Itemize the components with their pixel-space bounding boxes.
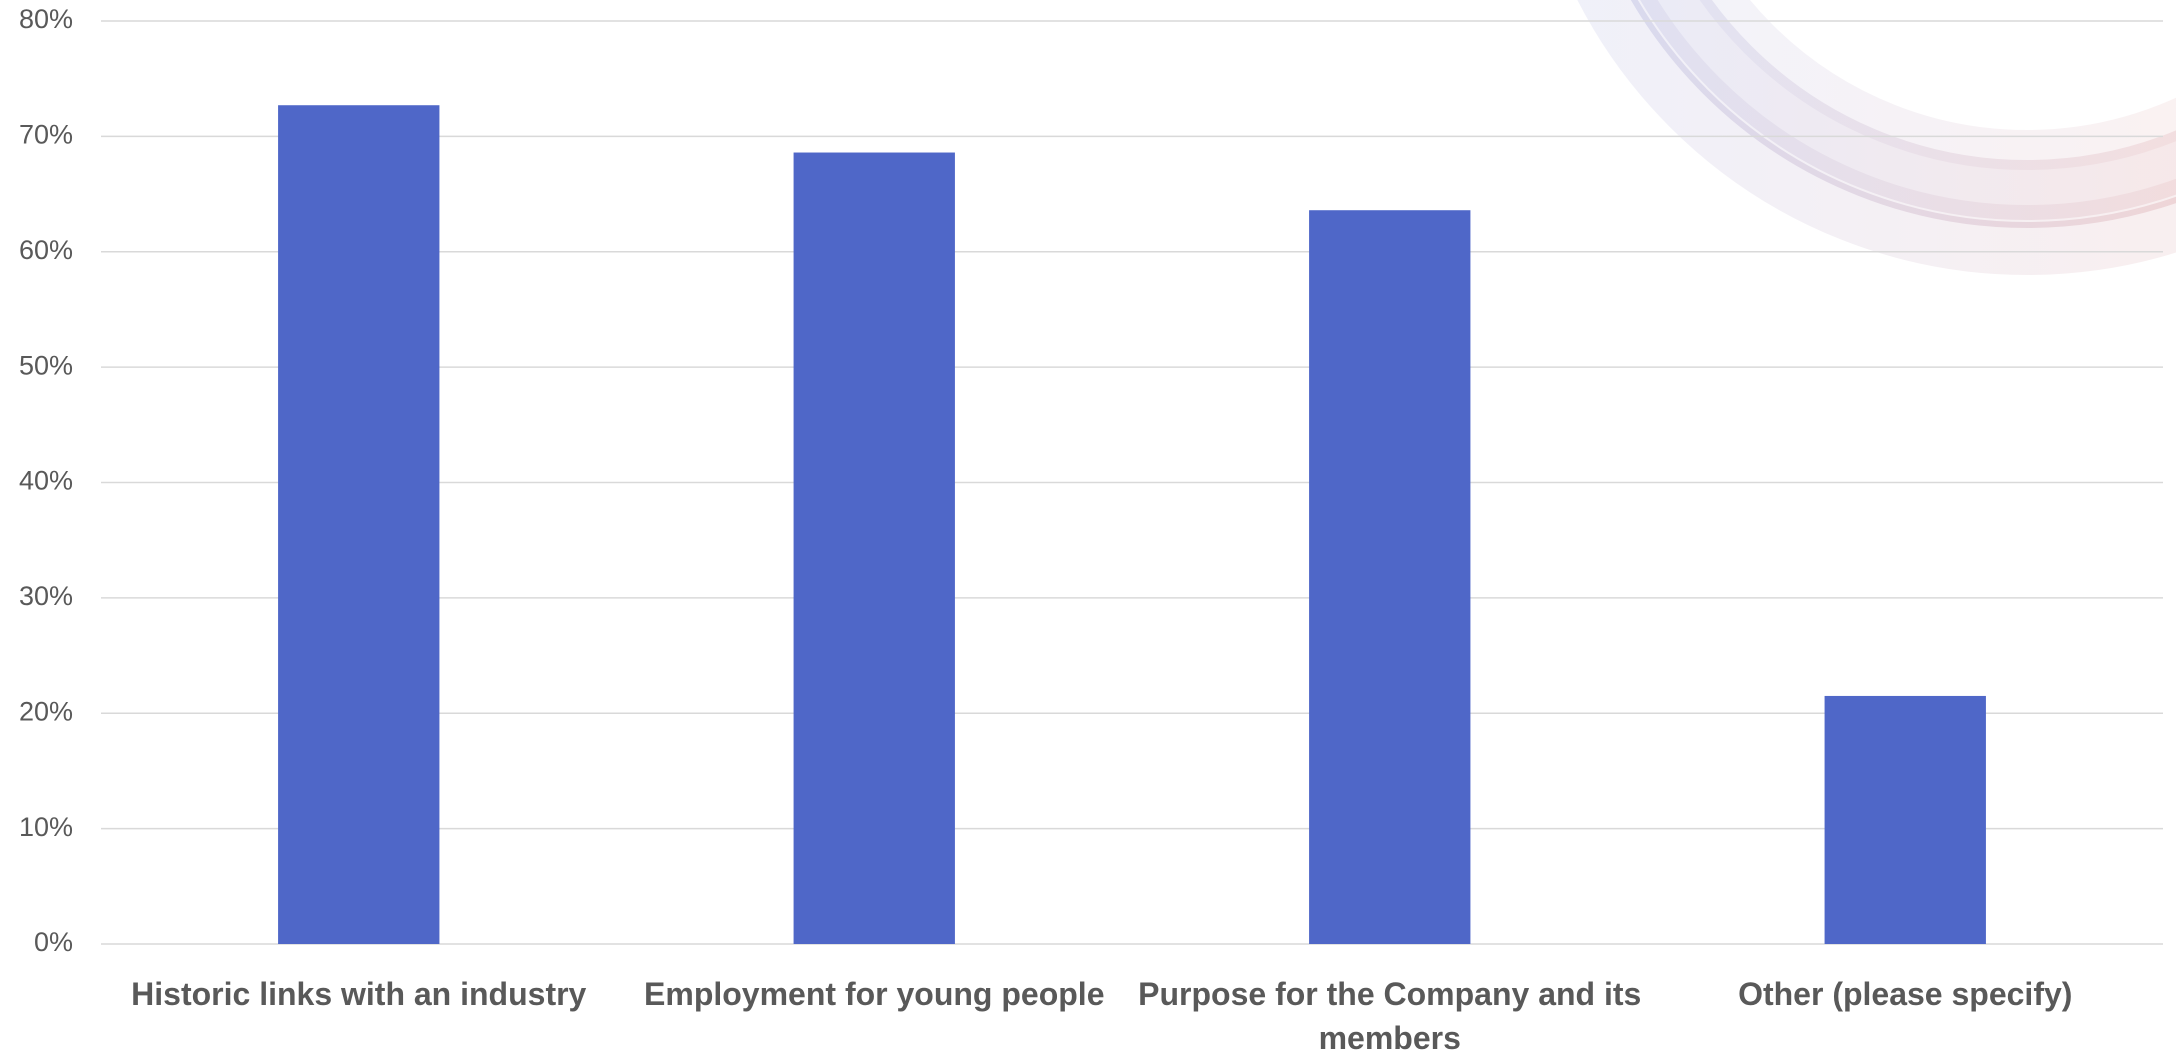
y-tick-label: 50% [19,350,73,380]
x-tick-label: Purpose for the Company and its members [1138,976,1642,1053]
x-tick-label: Historic links with an industry [131,976,587,1012]
bar [1309,210,1471,945]
x-tick-label: Employment for young people [644,976,1105,1012]
y-tick-label: 10% [19,812,73,842]
bar [793,152,955,945]
y-tick-label: 40% [19,466,73,496]
y-tick-label: 70% [19,120,73,150]
bar [1824,695,1986,944]
y-tick-label: 30% [19,581,73,611]
y-tick-label: 60% [19,235,73,265]
y-tick-label: 20% [19,696,73,726]
x-tick-label: Other (please specify) [1738,976,2073,1012]
decoration [1577,0,2176,275]
bar [278,105,440,944]
y-tick-label: 0% [34,927,73,957]
y-tick-label: 80% [19,4,73,34]
